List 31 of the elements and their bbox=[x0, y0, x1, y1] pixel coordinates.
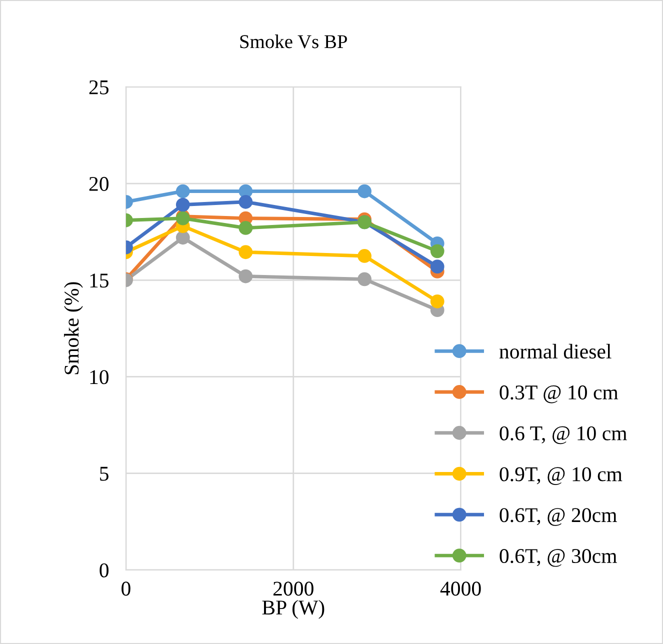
y-tick-label: 0 bbox=[100, 563, 109, 578]
point bbox=[238, 245, 253, 260]
legend-label: 0.3T @ 10 cm bbox=[500, 385, 618, 404]
point bbox=[238, 221, 253, 235]
point bbox=[358, 272, 372, 286]
y-tick-label: 20 bbox=[89, 176, 109, 191]
legend-label: 0.6T, @ 20cm bbox=[500, 508, 617, 526]
y-tick-label: 25 bbox=[89, 80, 108, 94]
y-tick-label: 10 bbox=[90, 370, 109, 384]
point bbox=[358, 249, 372, 263]
point bbox=[238, 269, 253, 284]
x-tick-label: 0 bbox=[122, 582, 130, 596]
y-tick-label: 15 bbox=[90, 274, 108, 288]
chart-title: Smoke Vs BP bbox=[240, 34, 347, 48]
legend-label: 0.6 T, @ 10 cm bbox=[500, 426, 627, 444]
point bbox=[176, 198, 190, 212]
x-axis-title: BP (W) bbox=[262, 600, 324, 619]
x-tick-label: 4000 bbox=[440, 582, 481, 596]
legend-label: 0.6T, @ 30cm bbox=[500, 548, 617, 567]
legend-label: normal diesel bbox=[499, 344, 612, 359]
point bbox=[430, 260, 444, 274]
y-tick-label: 5 bbox=[100, 466, 108, 481]
x-tick-label: 2000 bbox=[273, 582, 314, 596]
point bbox=[358, 184, 372, 198]
point bbox=[176, 184, 190, 198]
point bbox=[176, 230, 190, 245]
y-axis-title: Smoke (%) bbox=[64, 282, 83, 374]
point bbox=[430, 294, 444, 308]
point bbox=[238, 194, 253, 209]
legend-label: 0.9T, @ 10 cm bbox=[500, 467, 622, 486]
point bbox=[430, 244, 444, 258]
